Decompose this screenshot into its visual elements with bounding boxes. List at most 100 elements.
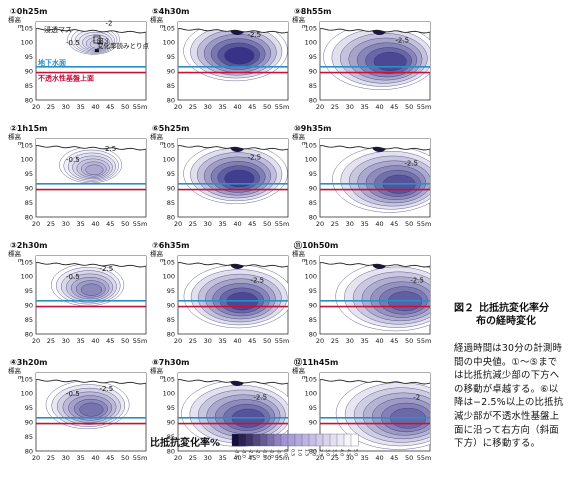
y-tick-label: 100: [305, 39, 317, 47]
colorbar-cell: [329, 433, 338, 447]
x-tick-label: 55m: [417, 454, 432, 462]
colorbar-cell: [301, 433, 310, 447]
y-tick-label: 85: [167, 199, 175, 207]
colorbar-tick-label: 4.0: [339, 449, 345, 456]
y-tick-label: 80: [167, 214, 175, 222]
x-tick-label: 55m: [133, 337, 148, 345]
x-tick-label: 30: [62, 454, 70, 462]
ground-surface-line: [36, 379, 146, 385]
colorbar-tick-label: 5.0: [353, 449, 359, 456]
y-tick-label: 100: [305, 156, 317, 164]
x-tick-label: 50: [121, 454, 129, 462]
panel-time-label: ⑪10h50m: [294, 240, 338, 250]
colorbar-cell: [280, 433, 289, 447]
ground-surface-line: [36, 28, 146, 34]
x-tick-label: 50: [263, 103, 271, 111]
x-tick-label: 30: [62, 337, 70, 345]
panel-time-label: ⑫11h45m: [294, 357, 338, 367]
y-axis-label: 標高: [292, 249, 306, 258]
panel-time-label: ⑩9h35m: [294, 124, 332, 133]
panel-time-label: ⑥5h25m: [152, 124, 190, 133]
panel-time-label: ④3h20m: [10, 358, 48, 367]
y-axis-unit: m: [18, 258, 23, 264]
y-tick-label: 105: [305, 141, 317, 149]
x-tick-label: 50: [121, 103, 129, 111]
plot-area: [320, 139, 430, 213]
ground-surface-line: [178, 262, 288, 268]
y-tick-label: 100: [163, 39, 175, 47]
x-tick-label: 45: [248, 454, 256, 462]
y-tick-label: 95: [25, 287, 33, 295]
colorbar-cell: [245, 433, 254, 447]
y-tick-label: 105: [163, 258, 175, 266]
x-tick-label: 30: [204, 337, 212, 345]
y-tick-label: 95: [309, 53, 317, 61]
y-tick-label: 85: [309, 316, 317, 324]
y-tick-label: 80: [25, 331, 33, 339]
colorbar-cell: [266, 433, 275, 447]
plot-area: [36, 139, 146, 191]
x-tick-label: 50: [263, 337, 271, 345]
y-tick-label: 90: [25, 185, 33, 193]
x-tick-label: 20: [316, 337, 324, 345]
contour-label: -0.5: [66, 156, 80, 164]
y-tick-label: 80: [25, 448, 33, 456]
y-tick-label: 85: [309, 82, 317, 90]
x-tick-label: 20: [316, 454, 324, 462]
y-tick-label: 90: [167, 419, 175, 427]
panel-time-label: ③2h30m: [10, 241, 48, 250]
figure-number: 図２: [454, 303, 474, 314]
y-axis-unit: m: [18, 375, 23, 381]
x-tick-label: 50: [405, 454, 413, 462]
x-tick-label: 40: [233, 337, 241, 345]
plot-area: [178, 139, 288, 204]
ground-surface-line: [320, 379, 430, 385]
colorbar-cell: [231, 433, 240, 447]
y-axis-label: 標高: [8, 366, 22, 375]
y-tick-label: 100: [163, 273, 175, 281]
y-tick-label: 105: [305, 375, 317, 383]
y-tick-label: 85: [309, 199, 317, 207]
x-tick-label: 40: [91, 454, 99, 462]
contour-label: -2.5: [100, 265, 114, 273]
x-tick-label: 25: [189, 454, 197, 462]
x-tick-label: 35: [76, 220, 84, 228]
x-tick-label: 35: [76, 454, 84, 462]
contour-label: -0.5: [66, 273, 80, 281]
y-tick-label: 85: [25, 316, 33, 324]
y-axis-unit: m: [160, 24, 165, 30]
y-axis-unit: m: [18, 141, 23, 147]
ground-surface-line: [36, 262, 146, 268]
ground-surface-line: [320, 262, 430, 268]
y-tick-label: 105: [21, 258, 33, 266]
colorbar-tick-label: 0.0: [283, 449, 289, 456]
x-tick-label: 55m: [417, 337, 432, 345]
contour-band: [80, 283, 103, 296]
x-tick-label: 50: [121, 337, 129, 345]
y-tick-label: 80: [309, 448, 317, 456]
annotation-bedrock: 不透水性基盤上面: [38, 74, 94, 83]
y-tick-label: 95: [309, 287, 317, 295]
x-tick-label: 40: [375, 103, 383, 111]
x-tick-label: 40: [233, 454, 241, 462]
y-tick-label: 85: [25, 199, 33, 207]
x-tick-label: 20: [32, 337, 40, 345]
x-tick-label: 55m: [133, 220, 148, 228]
y-tick-label: 100: [163, 156, 175, 164]
plot-area: [36, 373, 146, 430]
colorbar-tick-label: 1.5: [304, 449, 310, 456]
x-tick-label: 45: [106, 337, 114, 345]
x-tick-label: 20: [174, 454, 182, 462]
x-tick-label: 50: [263, 454, 271, 462]
x-tick-label: 55m: [417, 220, 432, 228]
colorbar-cell: [273, 433, 282, 447]
y-axis-label: 標高: [150, 366, 164, 375]
x-tick-label: 20: [174, 337, 182, 345]
y-axis-unit: m: [302, 375, 307, 381]
y-tick-label: 85: [25, 433, 33, 441]
x-tick-label: 30: [62, 220, 70, 228]
